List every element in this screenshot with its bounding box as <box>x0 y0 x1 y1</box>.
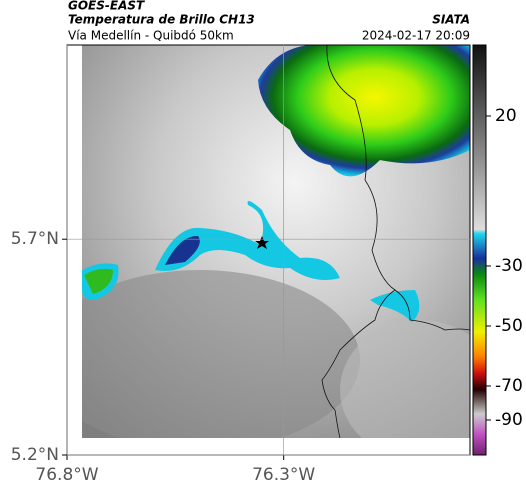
colorbar-tick-label: -70 <box>495 376 523 396</box>
colorbar <box>472 44 487 456</box>
subtitle: Vía Medellín - Quibdó 50km <box>68 29 234 43</box>
colorbar-tick-label: 20 <box>495 106 517 126</box>
location-marker <box>255 236 269 249</box>
colorbar-tick-label: -30 <box>495 256 523 276</box>
x-tick-label: 76.3°W <box>252 465 315 485</box>
y-tick-label: 5.7°N <box>11 229 59 249</box>
satellite-image <box>82 45 470 438</box>
colorbar-tick-label: -90 <box>495 410 523 430</box>
brand: SIATA <box>432 13 470 27</box>
timestamp: 2024-02-17 20:09 <box>362 29 470 43</box>
source: GOES-EAST <box>68 0 145 13</box>
colorbar-tick-label: -50 <box>495 316 523 336</box>
x-tick-label: 76.8°W <box>35 465 98 485</box>
title: Temperatura de Brillo CH13 <box>68 13 255 27</box>
y-tick-label: 5.2°N <box>11 445 59 465</box>
